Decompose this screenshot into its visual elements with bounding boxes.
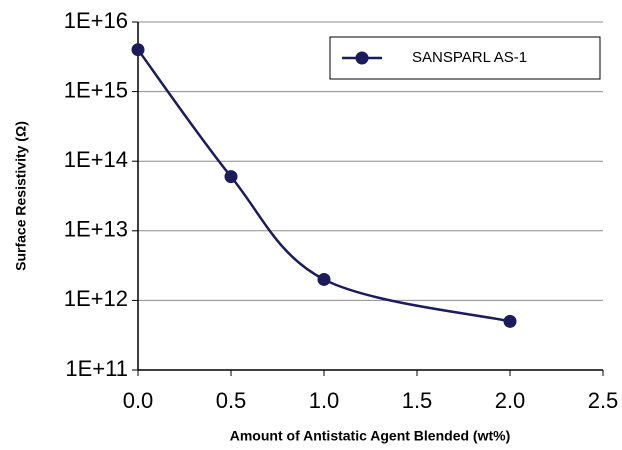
- y-tick-label: 1E+11: [65, 356, 128, 381]
- x-tick-label: 2.5: [588, 388, 619, 413]
- marker: [131, 43, 145, 57]
- marker: [317, 272, 331, 286]
- x-tick-label: 2.0: [495, 388, 526, 413]
- y-tick-label: 1E+15: [64, 77, 128, 102]
- legend-marker: [355, 51, 369, 65]
- series-line: [136, 48, 511, 323]
- x-tick-label: 1.5: [402, 388, 433, 413]
- x-tick-label: 1.0: [309, 388, 340, 413]
- legend-label: SANSPARL AS-1: [412, 49, 527, 66]
- y-tick-label: 1E+12: [64, 286, 128, 311]
- marker: [224, 170, 238, 184]
- x-axis-label: Amount of Antistatic Agent Blended (wt%): [230, 428, 511, 444]
- y-tick-label: 1E+16: [64, 8, 128, 33]
- x-tick-label: 0.5: [216, 388, 247, 413]
- marker: [503, 314, 517, 328]
- y-axis-label: Surface Resistivity (Ω): [13, 121, 29, 271]
- y-tick-label: 1E+14: [64, 147, 128, 172]
- y-tick-label: 1E+13: [64, 217, 128, 242]
- x-tick-label: 0.0: [123, 388, 154, 413]
